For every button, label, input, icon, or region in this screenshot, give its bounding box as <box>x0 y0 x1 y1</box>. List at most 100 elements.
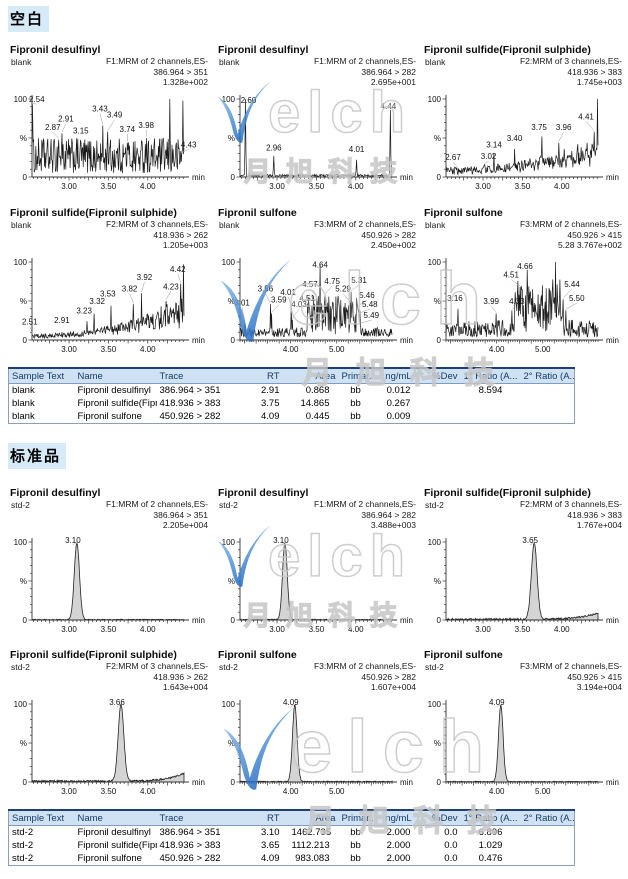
mrm-transition-label: 386.964 > 282 <box>361 66 416 77</box>
channel-label: F3:MRM of 2 channels,ES- <box>313 661 416 671</box>
svg-text:%: % <box>20 577 27 586</box>
table-cell: std-2 <box>12 827 34 838</box>
svg-text:4.00: 4.00 <box>140 625 156 634</box>
svg-text:%: % <box>228 134 235 143</box>
peak-label: 5.44 <box>564 280 580 289</box>
table-cell: bb <box>350 398 361 409</box>
panel-compound-title: Fipronil desulfinyl <box>218 44 309 56</box>
chromatogram-panel: Fipronil desulfinyl blank F1:MRM of 2 chan… <box>214 44 420 202</box>
table-cell: 1462.735 <box>291 827 332 838</box>
panel-header: blank F3:MRM of 2 channels,ES- 450.926 > 2… <box>214 219 420 252</box>
channel-label: F2:MRM of 3 channels,ES- <box>105 219 208 229</box>
table-row: blank Fipronil sulfide(Fipr...418.936 > 3… <box>9 397 575 410</box>
peak-label: 3.82 <box>122 285 138 294</box>
column-header: 2° Ratio (A... <box>520 810 575 826</box>
peak-label: 3.01 <box>234 299 250 308</box>
channel-label: F1:MRM of 2 channels,ES- <box>105 499 208 509</box>
sample-name-label: blank <box>425 220 446 230</box>
svg-text:min: min <box>192 616 205 625</box>
panel-compound-title: Fipronil sulfone <box>424 649 503 661</box>
channel-label: F1:MRM of 2 channels,ES- <box>313 499 416 509</box>
mrm-transition-label: 418.936 > 383 <box>567 509 622 520</box>
table-cell: 983.083 <box>295 853 330 864</box>
svg-text:3.00: 3.00 <box>61 787 77 796</box>
table-cell: 418.936 > 383 <box>159 840 221 851</box>
peak-label: 3.43 <box>92 104 108 113</box>
table-cell: 0.868 <box>305 385 330 396</box>
intensity-label: 2.205e+004 <box>162 520 208 530</box>
acquisition-info: F2:MRM of 3 channels,ES- 418.936 > 383 1.7… <box>520 499 622 531</box>
table-cell: 0.0 <box>444 853 458 864</box>
svg-text:%: % <box>434 577 441 586</box>
intensity-label: 1.607e+004 <box>370 682 416 692</box>
table-cell <box>425 384 461 398</box>
svg-text:0: 0 <box>437 336 442 345</box>
channel-label: F2:MRM of 3 channels,ES- <box>519 499 622 509</box>
panel-header: blank F3:MRM of 2 channels,ES- 450.926 > 4… <box>420 219 626 252</box>
table-cell <box>521 852 575 866</box>
svg-text:4.00: 4.00 <box>489 787 505 796</box>
svg-text:min: min <box>192 173 205 182</box>
peak-label: 5.49 <box>364 311 380 320</box>
peak-label: 4.09 <box>489 698 505 707</box>
svg-text:5.00: 5.00 <box>329 345 345 354</box>
svg-text:0: 0 <box>231 173 236 182</box>
chromatogram-plot: 100% 0 3.00 3.50 4.00 min 3.66 <box>14 698 205 796</box>
chromatogram-plot: 100% 0 3.00 3.50 4.00 min 3.10 <box>222 536 413 634</box>
svg-text:%: % <box>20 739 27 748</box>
acquisition-info: F3:MRM of 2 channels,ES- 450.926 > 415 5.2… <box>520 219 622 251</box>
sample-name-label: blank <box>11 220 32 230</box>
panel-header: std-2 F2:MRM of 3 channels,ES- 418.936 > 3… <box>420 499 626 532</box>
table-cell: Fipronil desulfinyl <box>77 827 151 838</box>
table-cell: Fipronil sulfone <box>77 853 142 864</box>
svg-text:%: % <box>20 134 27 143</box>
table-cell <box>521 397 575 410</box>
chromatogram-panel: Fipronil sulfone std-2 F3:MRM of 2 channel… <box>420 649 626 807</box>
panel-header: blank F1:MRM of 2 channels,ES- 386.964 > 2… <box>214 56 420 89</box>
table-cell: 0.0 <box>444 840 458 851</box>
svg-text:4.00: 4.00 <box>348 625 364 634</box>
table-cell: 450.926 > 282 <box>159 853 221 864</box>
chromatogram-plot: 100% 0 4.00 5.00 min 3.16 3.99 4.33 4.514.66 5.44… <box>428 258 619 354</box>
svg-text:min: min <box>400 616 413 625</box>
peak-label: 3.10 <box>65 536 81 545</box>
table-cell <box>521 839 575 852</box>
table-row: blank Fipronil desulfinyl 386.964 > 351 2.9… <box>9 384 575 398</box>
peak-label: 3.02 <box>481 152 497 161</box>
panel-header: blank F1:MRM of 2 channels,ES- 386.964 > 3… <box>6 56 212 89</box>
table-cell: 6.896 <box>478 827 503 838</box>
svg-text:%: % <box>20 297 27 306</box>
column-header: 1° Ratio (A... <box>460 368 521 384</box>
table-cell: 0.445 <box>305 411 330 422</box>
table-row: std-2 Fipronil desulfinyl 386.964 > 351 3.1… <box>9 826 575 840</box>
peak-label: 2.91 <box>54 316 70 325</box>
acquisition-info: F1:MRM of 2 channels,ES- 386.964 > 282 2.6… <box>314 56 416 88</box>
results-table: Sample TextNameTraceRTAreaPrimar...ng/mL… <box>8 367 575 424</box>
panel-compound-title: Fipronil desulfinyl <box>218 487 309 499</box>
table-cell: 3.75 <box>261 398 280 409</box>
peak-label: 3.92 <box>137 273 153 282</box>
panel-compound-title: Fipronil sulfone <box>218 207 297 219</box>
table-cell: 14.865 <box>300 398 330 409</box>
svg-text:%: % <box>228 577 235 586</box>
peak-label: 4.23 <box>163 282 179 291</box>
intensity-label: 1.745e+003 <box>576 77 622 87</box>
panel-compound-title: Fipronil sulfide(Fipronil sulphide) <box>424 44 591 56</box>
svg-text:0: 0 <box>231 778 236 787</box>
intensity-label: 3.194e+004 <box>576 682 622 692</box>
column-header: Trace <box>156 368 247 384</box>
table-cell: Fipronil sulfide(Fipr... <box>77 398 157 409</box>
peak-label: 5.29 <box>335 285 351 294</box>
peak-label: 4.51 <box>503 271 519 280</box>
chromatogram-panel: Fipronil desulfinyl std-2 F1:MRM of 2 chan… <box>214 487 420 645</box>
table-row: std-2 Fipronil sulfide(Fipr...418.936 > 3… <box>9 839 575 852</box>
table-cell: Fipronil sulfone <box>77 411 142 422</box>
acquisition-info: F3:MRM of 2 channels,ES- 450.926 > 415 3.1… <box>520 661 622 693</box>
table-cell <box>461 410 521 424</box>
column-header: Area <box>288 368 339 384</box>
column-header: ng/mL <box>372 810 425 826</box>
intensity-label: 1.767e+004 <box>576 520 622 530</box>
peak-label: 4.01 <box>280 288 296 297</box>
acquisition-info: F2:MRM of 3 channels,ES- 418.936 > 262 1.2… <box>106 219 208 251</box>
svg-text:min: min <box>400 336 413 345</box>
